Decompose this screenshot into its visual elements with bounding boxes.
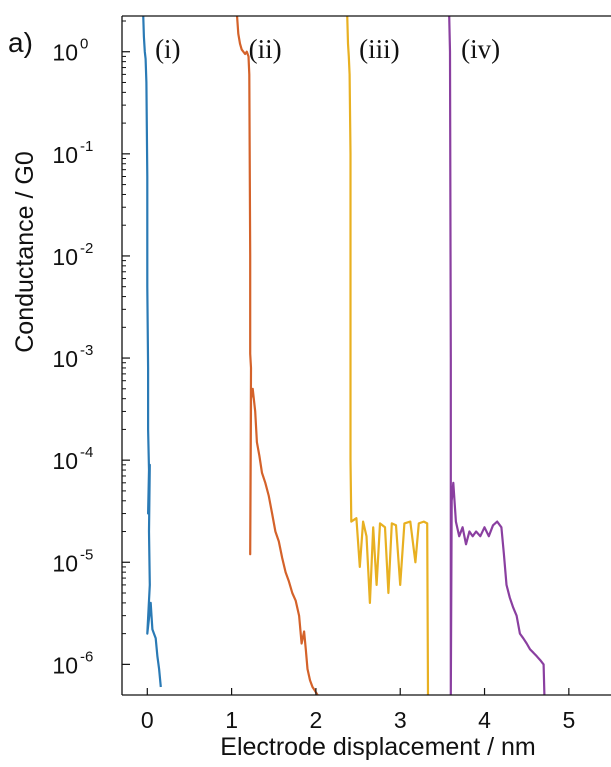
x-tick-label: 4 (478, 707, 491, 733)
trace-label-1: (i) (155, 34, 180, 64)
panel-label: a) (8, 27, 33, 58)
y-tick-label: 10 (52, 550, 78, 576)
y-tick-label: 10 (52, 40, 78, 66)
y-tick-exponent: -4 (80, 444, 93, 461)
y-tick-exponent: -2 (80, 240, 93, 257)
trace-label-2: (ii) (249, 34, 282, 64)
x-tick-label: 0 (141, 707, 154, 733)
y-tick-exponent: -3 (80, 342, 93, 359)
series-line-3 (346, 16, 430, 695)
trace-label-3: (iii) (359, 34, 400, 64)
x-axis-title: Electrode displacement / nm (220, 733, 535, 761)
x-tick-label: 5 (562, 707, 575, 733)
y-tick-label: 10 (52, 448, 78, 474)
y-tick-exponent: 0 (80, 36, 88, 53)
series-layer (142, 16, 546, 695)
y-tick-label: 10 (52, 652, 78, 678)
x-tick-label: 2 (310, 707, 323, 733)
y-axis-title: Conductance / G0 (11, 151, 39, 353)
x-tick-label: 1 (225, 707, 238, 733)
series-line-2 (235, 16, 319, 695)
y-tick-label: 10 (52, 142, 78, 168)
x-tick-label: 3 (394, 707, 407, 733)
series-line-4 (448, 16, 546, 695)
series-line-1 (142, 16, 162, 688)
y-tick-label: 10 (52, 244, 78, 270)
y-tick-label: 10 (52, 346, 78, 372)
y-tick-exponent: -5 (80, 546, 93, 563)
trace-label-layer: (i) (ii) (iii) (iv) (155, 34, 500, 64)
y-tick-exponent: -6 (80, 648, 93, 665)
trace-label-4: (iv) (461, 34, 500, 64)
y-tick-exponent: -1 (80, 138, 93, 155)
